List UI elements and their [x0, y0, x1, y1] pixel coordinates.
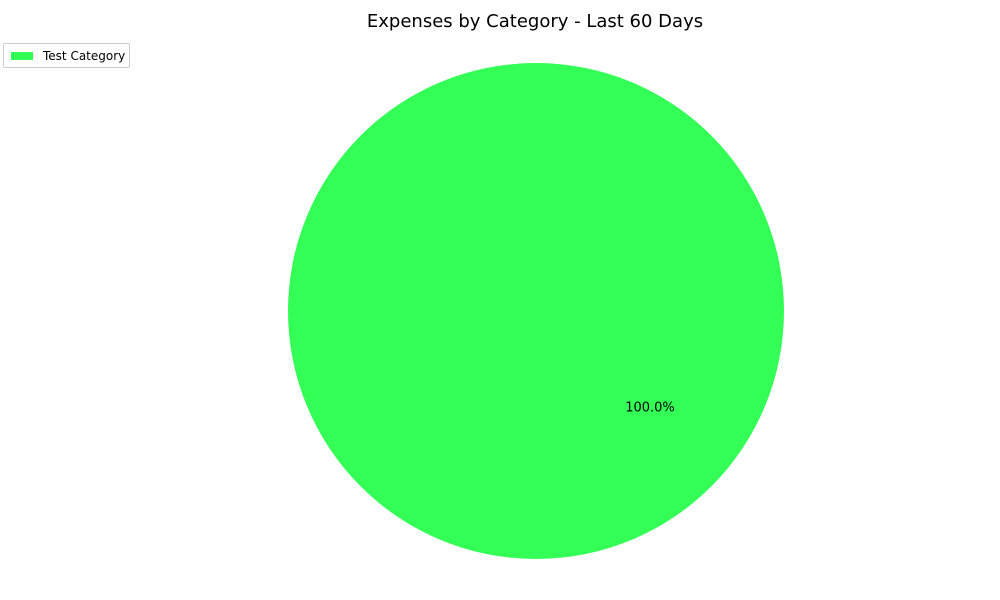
legend-swatch: [11, 51, 33, 60]
chart-title: Expenses by Category - Last 60 Days: [366, 11, 704, 32]
legend-label: Test Category: [43, 48, 126, 63]
pie-slice-0: [288, 63, 784, 559]
legend: Test Category: [3, 43, 131, 68]
legend-item: Test Category: [8, 47, 125, 64]
pie-slice-label-0: 100.0%: [625, 401, 675, 416]
